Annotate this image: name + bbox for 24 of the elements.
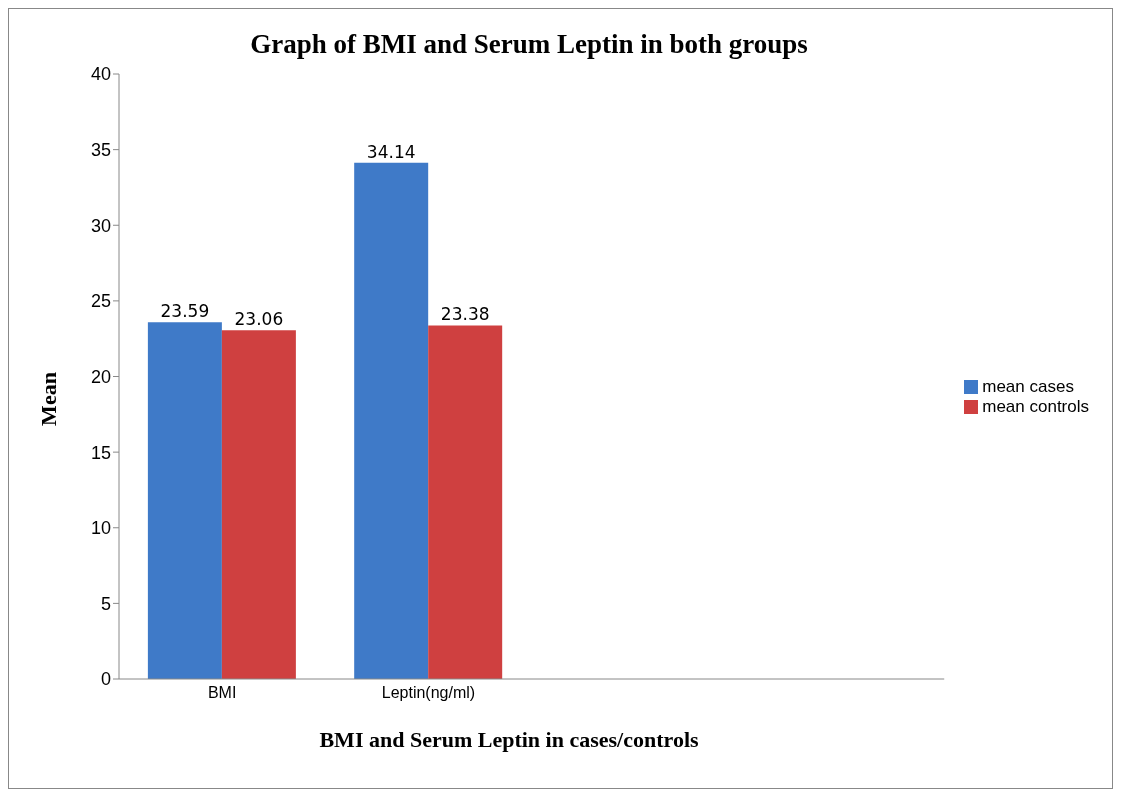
data-label: 34.14 [366, 141, 416, 162]
x-tick-label: Leptin(ng/ml) [381, 684, 476, 702]
chart-title: Graph of BMI and Serum Leptin in both groups [249, 29, 809, 60]
data-label: 23.38 [440, 304, 490, 325]
y-axis-title: Mean [36, 372, 62, 426]
y-tick-label: 5 [100, 593, 111, 614]
y-tick-label: 15 [90, 442, 111, 463]
y-tick-label: 10 [90, 518, 111, 539]
data-label: 23.06 [234, 309, 284, 330]
bar [221, 330, 296, 679]
y-tick-label: 25 [90, 291, 111, 312]
bar [354, 162, 429, 679]
x-tick-label: BMI [207, 684, 237, 702]
y-tick-label: 20 [90, 366, 111, 387]
legend-label: mean controls [982, 396, 1089, 416]
y-tick-label: 0 [100, 669, 111, 690]
y-tick-label: 40 [90, 64, 111, 85]
bar [147, 322, 222, 679]
data-label: 23.59 [160, 301, 210, 322]
x-axis-title: BMI and Serum Leptin in cases/controls [318, 727, 700, 753]
legend-label: mean cases [982, 376, 1074, 396]
bar [428, 325, 503, 679]
y-tick-label: 35 [90, 140, 111, 161]
y-tick-label: 30 [90, 215, 111, 236]
